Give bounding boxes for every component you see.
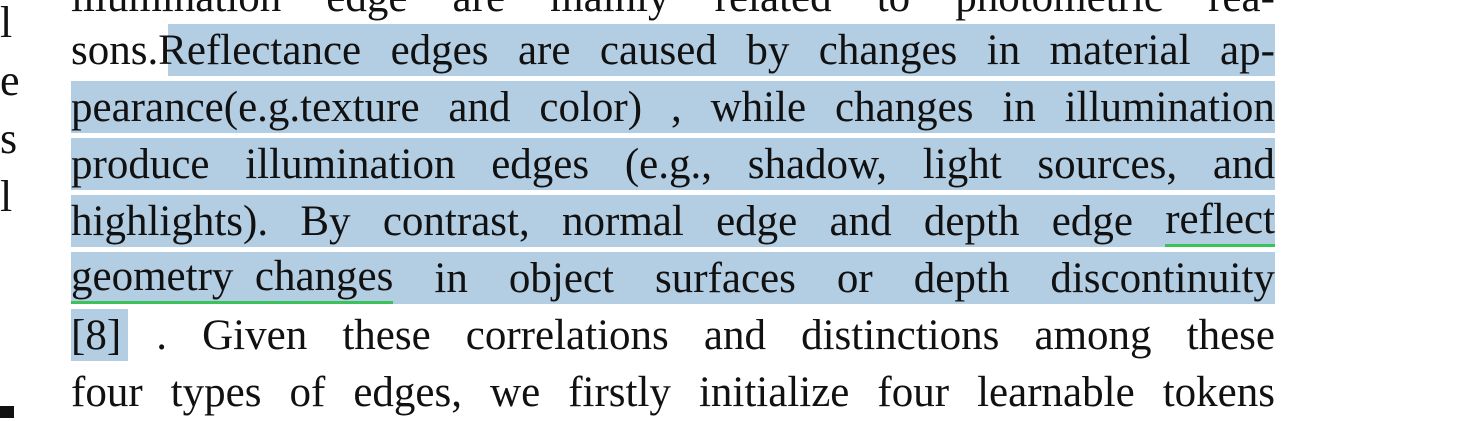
word: correlations: [465, 311, 669, 359]
word: and: [448, 83, 511, 131]
word: edge: [716, 197, 798, 245]
word: color): [539, 83, 643, 131]
word: in: [1002, 83, 1036, 131]
word: related: [715, 0, 832, 22]
word: and: [703, 311, 766, 359]
word: learnable: [977, 368, 1135, 416]
left-column-text: l e s l: [0, 0, 20, 226]
text-line: pearance(e.g.texture and color) , while …: [71, 78, 1275, 136]
word: four: [877, 368, 950, 416]
word: to: [877, 0, 910, 22]
word: types: [170, 368, 262, 416]
word: or: [836, 254, 873, 302]
word: ,: [670, 83, 682, 131]
word: depth: [923, 197, 1020, 245]
text-line: four types of edges, we firstly initiali…: [71, 363, 1275, 421]
word: these: [342, 311, 431, 359]
word: photometric: [955, 0, 1163, 22]
text-highlight: [71, 309, 128, 361]
word: while: [710, 83, 807, 131]
word: highlights).: [71, 197, 269, 245]
text-line: sons.Reflectance edges are caused by cha…: [71, 21, 1275, 79]
text-line: highlights). By contrast, normal edge an…: [71, 192, 1275, 250]
word: material: [1049, 26, 1191, 74]
word: initialize: [698, 368, 850, 416]
left-column-char: l: [0, 172, 13, 221]
word: mainly: [550, 0, 669, 22]
word: edge: [326, 0, 407, 22]
word: we: [490, 368, 541, 416]
word: distinctions: [801, 311, 1000, 359]
underlined-phrase: geometry changes: [71, 252, 394, 304]
word: illumination: [245, 140, 456, 188]
word: .: [156, 311, 167, 359]
word: By: [300, 197, 351, 245]
word: and: [829, 197, 892, 245]
word: changes: [818, 26, 958, 74]
word: in: [986, 26, 1021, 74]
word: are: [453, 0, 506, 22]
word: normal: [562, 197, 684, 245]
word: shadow,: [747, 140, 888, 188]
word: among: [1034, 311, 1152, 359]
word: tokens: [1162, 368, 1275, 416]
word: of: [289, 368, 326, 416]
text-highlight: [71, 195, 1275, 247]
text-highlight: [71, 252, 1275, 304]
word: discontinuity: [1050, 254, 1275, 302]
word: depth: [913, 254, 1010, 302]
text-line: geometry changes in object surfaces or d…: [71, 249, 1275, 307]
left-column-char: e: [0, 56, 20, 105]
word: sources,: [1037, 140, 1178, 188]
word: pearance(e.g.texture: [71, 83, 420, 131]
word: surfaces: [655, 254, 796, 302]
left-column-char: s: [0, 114, 18, 163]
word: by: [746, 26, 790, 74]
text-line: produce illumination edges (e.g., shadow…: [71, 135, 1275, 193]
word: edge: [1051, 197, 1133, 245]
word: firstly: [568, 368, 671, 416]
word: and: [1212, 140, 1275, 188]
text-highlight: [71, 81, 1275, 133]
word: (e.g.,: [624, 140, 712, 188]
word: ap-: [1219, 26, 1275, 74]
word: object: [508, 254, 614, 302]
left-column-mark: [0, 406, 14, 418]
word: contrast,: [382, 197, 530, 245]
word: caused: [599, 26, 717, 74]
word: Given: [202, 311, 308, 359]
word: light: [922, 140, 1002, 188]
word: these: [1186, 311, 1275, 359]
text-highlight: [71, 138, 1275, 190]
word: in: [434, 254, 468, 302]
text-line: illumination edge are mainly related to …: [71, 0, 1275, 26]
word: four: [71, 368, 143, 416]
word: sons.Reflectance: [71, 26, 362, 74]
word: edges: [491, 140, 590, 188]
word: illumination: [1064, 83, 1275, 131]
left-column-char: l: [0, 0, 13, 47]
underlined-word: reflect: [1165, 195, 1275, 247]
word: rea-: [1208, 0, 1275, 22]
word: are: [517, 26, 571, 74]
word: edges,: [353, 368, 462, 416]
word: produce: [71, 140, 210, 188]
text-line: [8] . Given these correlations and disti…: [71, 306, 1275, 364]
citation-link[interactable]: [8]: [71, 311, 122, 359]
word: changes: [834, 83, 974, 131]
text-highlight: [168, 24, 1275, 76]
word: edges: [390, 26, 489, 74]
word: illumination: [71, 0, 281, 22]
